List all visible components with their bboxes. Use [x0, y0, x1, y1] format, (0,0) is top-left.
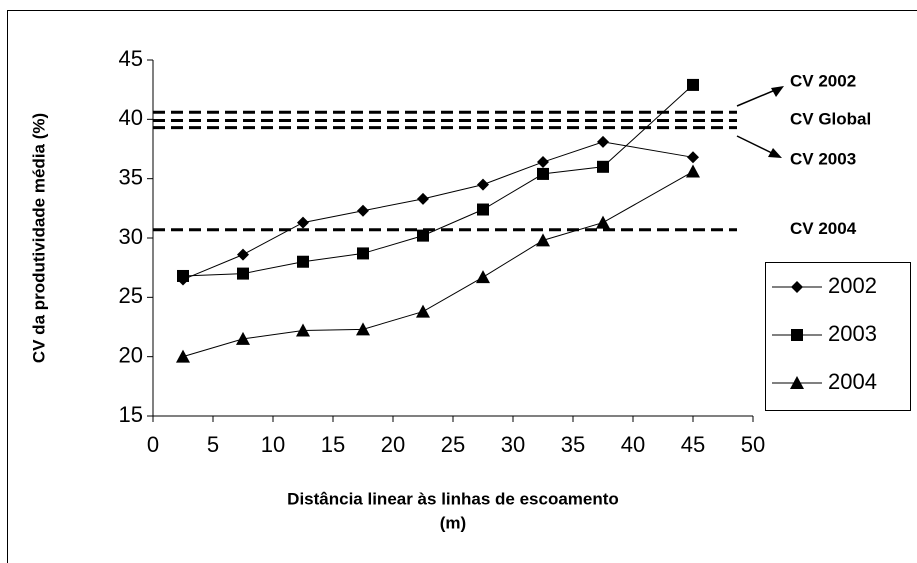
- y-tick-label: 25: [119, 283, 143, 308]
- marker: [417, 192, 429, 205]
- x-tick-label: 35: [561, 432, 585, 457]
- arrow-head: [768, 148, 782, 158]
- marker: [791, 329, 803, 341]
- marker: [597, 160, 609, 173]
- x-axis-label: (m): [440, 513, 466, 532]
- marker: [686, 164, 700, 178]
- marker: [476, 270, 490, 284]
- arrow-head: [771, 86, 784, 97]
- marker: [237, 267, 249, 280]
- marker: [416, 304, 430, 318]
- x-tick-label: 15: [321, 432, 345, 457]
- reference-label: CV 2004: [790, 219, 857, 238]
- x-tick-label: 45: [681, 432, 705, 457]
- legend-label: 2004: [828, 369, 877, 394]
- marker: [297, 255, 309, 268]
- marker: [537, 156, 549, 169]
- legend-label: 2003: [828, 321, 877, 346]
- marker: [687, 78, 699, 91]
- marker: [596, 215, 610, 229]
- y-axis-label: CV da produtividade média (%): [29, 113, 48, 363]
- marker: [537, 167, 549, 180]
- x-tick-label: 50: [741, 432, 765, 457]
- marker: [297, 216, 309, 229]
- x-tick-label: 25: [441, 432, 465, 457]
- marker: [536, 233, 550, 247]
- marker: [417, 229, 429, 242]
- marker: [357, 247, 369, 260]
- marker: [236, 331, 250, 345]
- reference-label: CV 2003: [790, 149, 856, 168]
- x-tick-label: 5: [207, 432, 219, 457]
- marker: [357, 204, 369, 217]
- marker: [597, 135, 609, 148]
- marker: [687, 151, 699, 164]
- y-tick-label: 30: [119, 224, 143, 249]
- marker: [477, 178, 489, 191]
- marker: [237, 248, 249, 261]
- x-tick-label: 40: [621, 432, 645, 457]
- marker: [176, 349, 190, 363]
- marker: [477, 203, 489, 216]
- marker: [177, 269, 189, 282]
- x-tick-label: 10: [261, 432, 285, 457]
- x-tick-label: 20: [381, 432, 405, 457]
- y-tick-label: 15: [119, 402, 143, 427]
- y-tick-label: 35: [119, 164, 143, 189]
- x-axis-label: Distância linear às linhas de escoamento: [287, 489, 619, 508]
- y-tick-label: 20: [119, 342, 143, 367]
- legend-label: 2002: [828, 273, 877, 298]
- reference-label: CV Global: [790, 109, 871, 128]
- marker: [790, 376, 804, 389]
- reference-label: CV 2002: [790, 71, 856, 90]
- y-tick-label: 40: [119, 105, 143, 130]
- marker: [791, 281, 803, 293]
- marker: [356, 322, 370, 336]
- x-tick-label: 0: [147, 432, 159, 457]
- y-tick-label: 45: [119, 46, 143, 71]
- x-tick-label: 30: [501, 432, 525, 457]
- marker: [296, 323, 310, 337]
